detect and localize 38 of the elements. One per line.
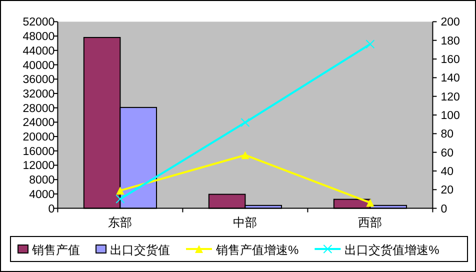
y-tick-label: 32000: [22, 88, 55, 100]
y2-tick-label: 200: [440, 16, 460, 29]
y2-tick-label: 80: [440, 128, 454, 141]
point: [366, 198, 374, 207]
y-tick-label: 4000: [29, 188, 55, 201]
y-tick-label: 12000: [22, 160, 55, 172]
x-tick-label: 中部: [233, 215, 258, 230]
y-tick-label: 24000: [22, 117, 55, 130]
y-tick-label: 28000: [22, 102, 55, 115]
y-tick-label: 16000: [22, 146, 55, 158]
legend-label: 销售产值: [31, 243, 80, 257]
y-tick-label: 44000: [22, 45, 55, 58]
y2-tick-label: 120: [440, 91, 460, 104]
y-tick-label: 48000: [22, 31, 55, 44]
y2-tick-label: 140: [440, 72, 460, 85]
y-tick-label: 8000: [29, 174, 55, 187]
y-tick-label: 0: [48, 203, 55, 216]
point: [240, 118, 250, 127]
point: [116, 194, 125, 204]
point: [241, 151, 250, 160]
x-tick-label: 西部: [358, 215, 382, 230]
x-tick-label: 东部: [108, 215, 132, 230]
y2-tick-label: 0: [440, 203, 448, 216]
y-tick-label: 36000: [22, 74, 55, 86]
point: [116, 186, 124, 195]
y2-tick-label: 100: [440, 110, 460, 122]
y2-tick-label: 20: [440, 184, 454, 197]
y2-tick-label: 60: [440, 147, 454, 160]
point: [366, 40, 375, 49]
y-tick-label: 52000: [22, 16, 55, 29]
y-tick-label: 20000: [22, 132, 55, 144]
legend-label: 出口交货值: [110, 243, 170, 257]
legend-label: 出口交货值增速%: [344, 243, 440, 257]
y2-tick-label: 40: [440, 166, 454, 178]
y2-tick-label: 180: [440, 35, 460, 48]
y-tick-label: 40000: [22, 60, 55, 72]
y2-tick-label: 160: [440, 54, 460, 66]
legend-label: 销售产值增速%: [215, 243, 299, 257]
